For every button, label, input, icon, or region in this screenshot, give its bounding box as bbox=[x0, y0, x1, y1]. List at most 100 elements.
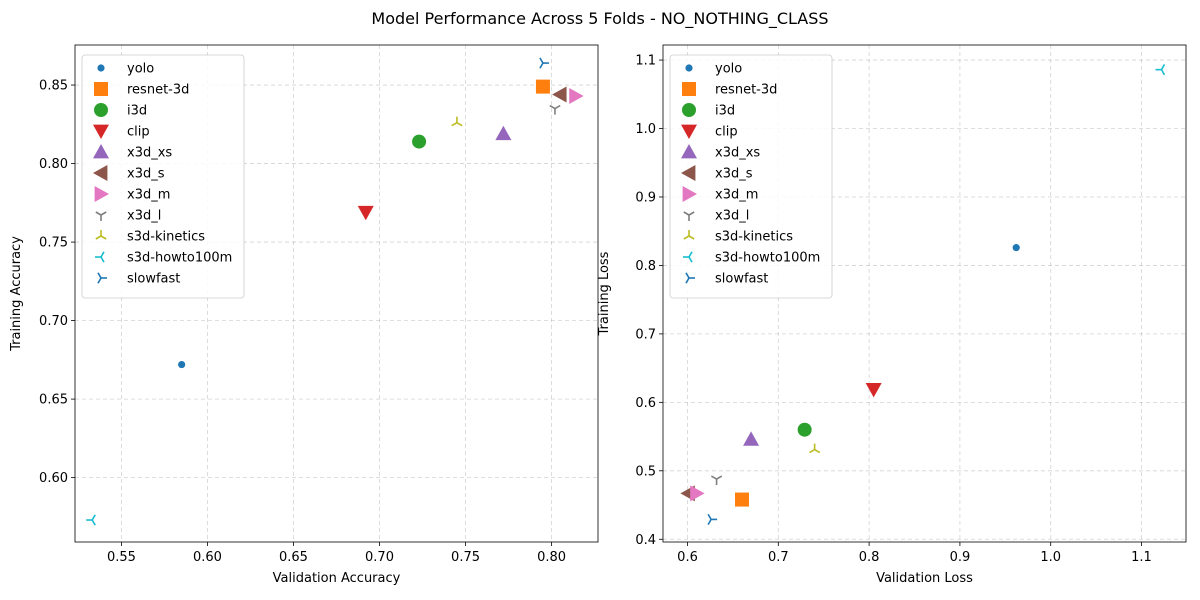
loss-legend-marker-s3d-kinetics bbox=[683, 230, 695, 240]
loss-x-tick-label: 0.9 bbox=[950, 550, 971, 565]
accuracy-point-x3d_m bbox=[569, 88, 584, 105]
loss-y-tick-label: 0.5 bbox=[635, 464, 656, 479]
accuracy-axes-frame bbox=[74, 44, 599, 543]
loss-y-tick-label: 1.0 bbox=[635, 122, 656, 137]
accuracy-legend-label-slowfast: slowfast bbox=[127, 272, 180, 287]
accuracy-legend-label-x3d_xs: x3d_xs bbox=[127, 146, 172, 161]
accuracy-legend-label-x3d_s: x3d_s bbox=[127, 167, 165, 182]
accuracy-x-axis-label: Validation Accuracy bbox=[273, 571, 401, 586]
accuracy-panel: 0.55 0.60 0.65 0.70 0.75 0.80 0.60 0.65 0.70 0.75… bbox=[9, 44, 599, 586]
loss-y-tick-label: 0.9 bbox=[635, 190, 656, 205]
loss-point-slowfast bbox=[707, 513, 718, 526]
accuracy-x-tick-label: 0.70 bbox=[365, 550, 394, 565]
loss-point-resnet-3d bbox=[734, 492, 749, 507]
accuracy-y-axis-label: Training Accuracy bbox=[9, 236, 24, 352]
accuracy-point-x3d_xs bbox=[495, 125, 512, 141]
loss-point-x3d_xs bbox=[743, 431, 760, 446]
accuracy-point-slowfast bbox=[539, 57, 549, 69]
loss-legend-marker-i3d bbox=[682, 103, 696, 117]
accuracy-point-x3d_s bbox=[552, 86, 567, 103]
accuracy-point-clip bbox=[357, 205, 374, 221]
accuracy-legend-label-x3d_m: x3d_m bbox=[127, 188, 170, 203]
loss-y-tick-label: 0.6 bbox=[635, 396, 656, 411]
accuracy-legend-label-i3d: i3d bbox=[127, 104, 147, 119]
loss-point-x3d_m bbox=[690, 485, 705, 502]
accuracy-legend-marker-clip bbox=[93, 124, 109, 139]
accuracy-legend-label-x3d_l: x3d_l bbox=[127, 209, 161, 224]
loss-y-tick-label: 0.8 bbox=[635, 259, 656, 274]
loss-x-tick-label: 1.1 bbox=[1131, 550, 1152, 565]
loss-legend-marker-slowfast bbox=[685, 272, 695, 284]
loss-legend-label-resnet-3d: resnet-3d bbox=[715, 83, 777, 98]
loss-y-tick-label: 0.7 bbox=[635, 327, 656, 342]
loss-point-i3d bbox=[797, 422, 812, 437]
loss-legend-label-s3d-howto100m: s3d-howto100m bbox=[715, 251, 820, 266]
loss-axes-frame bbox=[662, 44, 1187, 543]
accuracy-legend-marker-x3d_m bbox=[94, 186, 109, 202]
accuracy-x-tick-label: 0.55 bbox=[107, 550, 136, 565]
loss-point-s3d-kinetics bbox=[809, 443, 821, 454]
loss-point-s3d-howto100m bbox=[1155, 64, 1166, 76]
accuracy-legend-label-s3d-howto100m: s3d-howto100m bbox=[127, 251, 232, 266]
loss-x-tick-label: 1.0 bbox=[1040, 550, 1061, 565]
accuracy-legend-marker-x3d_s bbox=[93, 165, 108, 181]
accuracy-y-tick-label: 0.65 bbox=[39, 393, 68, 408]
accuracy-legend-marker-x3d_l bbox=[95, 211, 107, 221]
loss-legend-marker-x3d_s bbox=[681, 165, 696, 181]
loss-x-tick-label: 0.8 bbox=[859, 550, 880, 565]
accuracy-legend-marker-x3d_xs bbox=[93, 144, 109, 159]
accuracy-legend-marker-s3d-kinetics bbox=[95, 230, 107, 240]
loss-legend-marker-x3d_xs bbox=[681, 144, 697, 159]
loss-legend: yolo resnet-3d i3d clip x3d_xs x3d_s x3d_m x3d_… bbox=[669, 54, 833, 299]
loss-y-tick-label: 0.4 bbox=[635, 533, 656, 548]
accuracy-x-tick-label: 0.80 bbox=[537, 550, 566, 565]
loss-legend-label-x3d_s: x3d_s bbox=[715, 167, 753, 182]
accuracy-point-s3d-kinetics bbox=[451, 116, 463, 127]
loss-x-tick-label: 0.6 bbox=[677, 550, 698, 565]
accuracy-point-s3d-howto100m bbox=[86, 514, 96, 526]
loss-legend-label-clip: clip bbox=[715, 125, 738, 140]
loss-legend-label-x3d_l: x3d_l bbox=[715, 209, 749, 224]
accuracy-legend-label-yolo: yolo bbox=[127, 62, 154, 77]
accuracy-point-x3d_l bbox=[549, 104, 561, 115]
loss-legend-marker-x3d_l bbox=[683, 211, 695, 221]
loss-legend-marker-clip bbox=[681, 124, 697, 139]
figure-title: Model Performance Across 5 Folds - NO_NO… bbox=[371, 9, 829, 28]
accuracy-y-tick-label: 0.70 bbox=[39, 314, 68, 329]
accuracy-y-tick-label: 0.75 bbox=[39, 236, 68, 251]
loss-legend-label-s3d-kinetics: s3d-kinetics bbox=[715, 230, 793, 245]
loss-legend-label-slowfast: slowfast bbox=[715, 272, 768, 287]
loss-point-yolo bbox=[1012, 244, 1020, 252]
accuracy-legend-label-clip: clip bbox=[127, 125, 150, 140]
loss-legend-label-x3d_xs: x3d_xs bbox=[715, 146, 760, 161]
accuracy-x-tick-label: 0.65 bbox=[279, 550, 308, 565]
accuracy-y-tick-label: 0.80 bbox=[39, 157, 68, 172]
accuracy-x-tick-label: 0.75 bbox=[451, 550, 480, 565]
accuracy-legend: yolo resnet-3d i3d clip x3d_xs x3d_s x3d_m x3d_… bbox=[81, 54, 245, 299]
loss-legend-label-i3d: i3d bbox=[715, 104, 735, 119]
accuracy-point-resnet-3d bbox=[535, 79, 550, 94]
accuracy-legend-label-s3d-kinetics: s3d-kinetics bbox=[127, 230, 205, 245]
loss-legend-marker-x3d_m bbox=[682, 186, 697, 202]
loss-legend-marker-s3d-howto100m bbox=[683, 251, 693, 263]
loss-x-axis-label: Validation Loss bbox=[876, 571, 973, 586]
loss-legend-marker-yolo bbox=[685, 64, 693, 72]
accuracy-legend-label-resnet-3d: resnet-3d bbox=[127, 83, 189, 98]
accuracy-point-i3d bbox=[412, 134, 427, 149]
accuracy-legend-marker-yolo bbox=[97, 64, 105, 72]
loss-y-axis-label: Training Loss bbox=[597, 251, 612, 336]
loss-point-x3d_l bbox=[710, 475, 723, 486]
accuracy-x-tick-label: 0.60 bbox=[193, 550, 222, 565]
accuracy-y-tick-label: 0.60 bbox=[39, 471, 68, 486]
loss-y-tick-label: 1.1 bbox=[635, 54, 656, 69]
accuracy-legend-marker-slowfast bbox=[97, 272, 107, 284]
loss-legend-marker-resnet-3d bbox=[682, 82, 696, 96]
accuracy-legend-marker-resnet-3d bbox=[94, 82, 108, 96]
accuracy-legend-box bbox=[81, 54, 245, 299]
loss-legend-box bbox=[669, 54, 833, 299]
loss-point-clip bbox=[865, 382, 882, 398]
loss-legend-label-yolo: yolo bbox=[715, 62, 742, 77]
accuracy-legend-marker-i3d bbox=[94, 103, 108, 117]
